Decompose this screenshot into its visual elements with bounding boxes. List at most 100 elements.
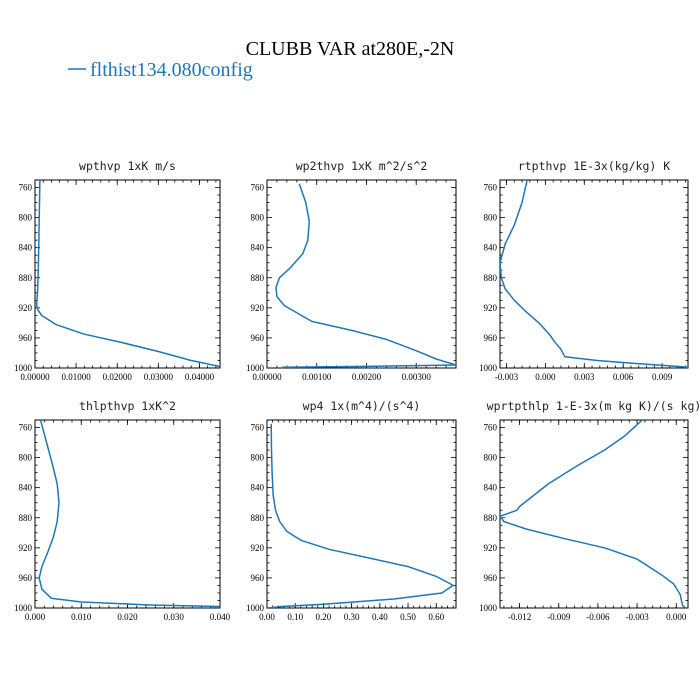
subplot-2: wp2thvp 1xK m^2/s^2 760 800 840 880 920 960 100… (246, 159, 457, 382)
subplot-1: wpthvp 1xK m/s 760 800 840 880 920 960 10000.00… (14, 159, 221, 382)
y-tick-label: 880 (484, 273, 498, 283)
y-tick-label: 800 (19, 213, 33, 223)
y-tick-label: 920 (19, 303, 33, 313)
y-tick-label: 800 (251, 453, 265, 463)
y-tick-label: 880 (251, 273, 265, 283)
x-tick-label: 0.00 (259, 612, 275, 622)
x-tick-label: 0.020 (117, 612, 138, 622)
y-tick-label: 960 (484, 573, 498, 583)
y-tick-label: 1000 (246, 363, 265, 373)
y-tick-label: 920 (484, 543, 498, 553)
legend: flthist134.080config (68, 59, 253, 81)
x-tick-label: 0.01000 (61, 372, 91, 382)
y-tick-label: 920 (251, 543, 265, 553)
y-tick-label: 760 (19, 183, 33, 193)
y-tick-label: 840 (484, 483, 498, 493)
x-tick-label: 0.009 (652, 372, 673, 382)
x-tick-label: 0.040 (210, 612, 231, 622)
plot-frame (499, 419, 689, 609)
y-tick-label: 1000 (14, 603, 33, 613)
subplot-title: wp4 1x(m^4)/(s^4) (303, 399, 421, 413)
y-tick-label: 800 (19, 453, 33, 463)
subplot-4: thlpthvp 1xK^2 760 800 840 880 920 960 10000.00… (14, 399, 231, 622)
x-tick-label: 0.60 (428, 612, 444, 622)
x-tick-label: 0.000 (535, 372, 556, 382)
y-tick-label: 760 (484, 423, 498, 433)
x-tick-label: 0.000 (25, 612, 46, 622)
x-tick-label: 0.00200 (352, 372, 382, 382)
x-tick-label: 0.000 (666, 612, 687, 622)
y-tick-label: 1000 (14, 363, 33, 373)
subplot-6: wprtpthlp 1-E-3x(m kg K)/(s kg) 760 800 840… (479, 399, 700, 622)
y-tick-label: 880 (251, 513, 265, 523)
x-tick-label: -0.006 (586, 612, 610, 622)
subplot-3: rtpthvp 1E-3x(kg/kg) K 760 800 840 880 920 960… (479, 159, 689, 382)
y-tick-label: 840 (484, 243, 498, 253)
x-tick-label: 0.00000 (252, 372, 282, 382)
profile-line (268, 423, 454, 608)
y-tick-label: 800 (251, 213, 265, 223)
y-tick-label: 960 (19, 573, 33, 583)
plot-frame (34, 419, 221, 609)
subplot-title: wprtpthlp 1-E-3x(m kg K)/(s kg) (487, 399, 700, 413)
subplot-title: wp2thvp 1xK m^2/s^2 (296, 159, 428, 173)
x-tick-label: 0.030 (164, 612, 185, 622)
y-tick-label: 840 (251, 243, 265, 253)
plot-frame (266, 419, 457, 609)
profile-line (38, 420, 220, 608)
y-tick-label: 760 (484, 183, 498, 193)
y-tick-label: 760 (251, 423, 265, 433)
y-tick-label: 960 (251, 573, 265, 583)
x-tick-label: 0.10 (287, 612, 303, 622)
y-tick-label: 960 (484, 333, 498, 343)
subplot-title: rtpthvp 1E-3x(kg/kg) K (518, 159, 670, 173)
x-tick-label: 0.50 (400, 612, 416, 622)
profile-line (500, 420, 684, 607)
subplot-5: wp4 1x(m^4)/(s^4)76080084088092096010000… (246, 399, 457, 622)
y-tick-label: 1000 (479, 603, 498, 613)
profile-line (35, 180, 220, 368)
y-tick-label: 880 (19, 273, 33, 283)
x-tick-label: 0.02000 (103, 372, 133, 382)
x-tick-label: -0.009 (547, 612, 571, 622)
plot-frame (34, 179, 221, 369)
profile-line (275, 183, 456, 368)
y-tick-label: 880 (19, 513, 33, 523)
y-tick-label: 920 (484, 303, 498, 313)
x-tick-label: 0.20 (316, 612, 332, 622)
y-tick-label: 840 (251, 483, 265, 493)
subplot-title: thlpthvp 1xK^2 (79, 399, 176, 413)
x-tick-label: 0.010 (71, 612, 92, 622)
y-tick-label: 960 (19, 333, 33, 343)
y-tick-label: 840 (19, 243, 33, 253)
figure-title: CLUBB VAR at280E,-2N (246, 38, 455, 60)
subplot-title: wpthvp 1xK m/s (79, 159, 176, 173)
x-tick-label: 0.04000 (185, 372, 215, 382)
x-tick-label: -0.012 (508, 612, 531, 622)
subplot-grid: wpthvp 1xK m/s76080084088092096010000.00… (14, 159, 700, 622)
x-tick-label: 0.003 (574, 372, 595, 382)
y-tick-label: 920 (251, 303, 265, 313)
y-tick-label: 840 (19, 483, 33, 493)
y-tick-label: 920 (19, 543, 33, 553)
x-tick-label: 0.00000 (20, 372, 50, 382)
x-tick-label: -0.003 (625, 612, 649, 622)
y-tick-label: 800 (484, 453, 498, 463)
y-tick-label: 760 (19, 423, 33, 433)
profile-line (500, 180, 688, 368)
x-tick-label: -0.003 (495, 372, 519, 382)
y-tick-label: 1000 (479, 363, 498, 373)
plot-frame (499, 179, 689, 369)
plot-frame (266, 179, 457, 369)
x-tick-label: 0.30 (344, 612, 360, 622)
x-tick-label: 0.40 (372, 612, 388, 622)
x-tick-label: 0.00300 (402, 372, 432, 382)
y-tick-label: 880 (484, 513, 498, 523)
legend-entry: flthist134.080config (90, 59, 253, 81)
y-tick-label: 1000 (246, 603, 265, 613)
y-tick-label: 960 (251, 333, 265, 343)
x-tick-label: 0.006 (613, 372, 634, 382)
y-tick-label: 760 (251, 183, 265, 193)
x-tick-label: 0.03000 (144, 372, 174, 382)
